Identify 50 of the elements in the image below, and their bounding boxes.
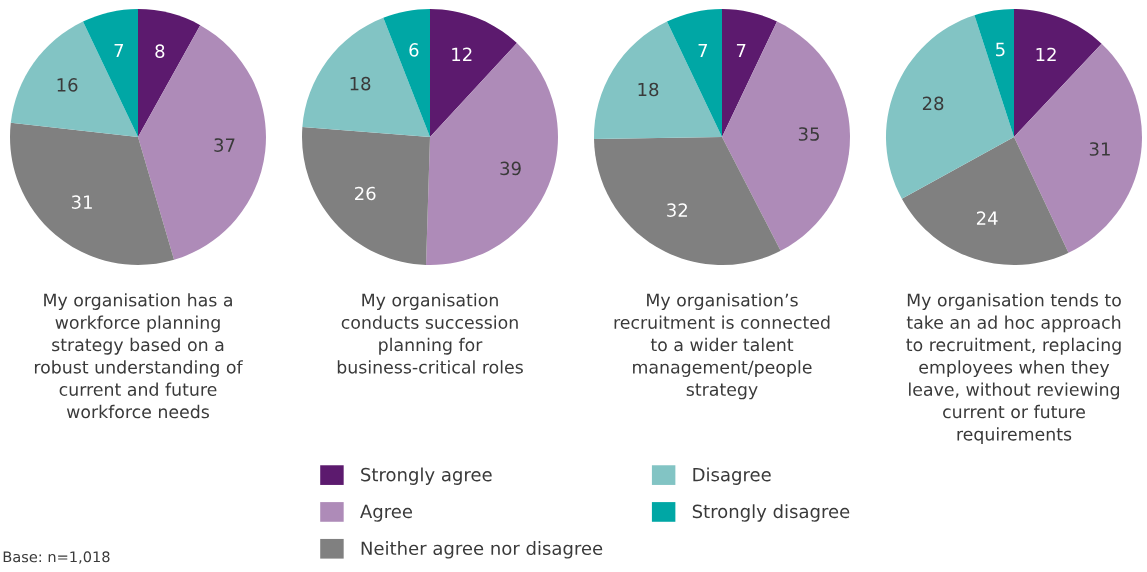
- pie-slice: [974, 9, 1014, 137]
- legend-label: Strongly agree: [361, 467, 492, 485]
- pie-slice: [383, 9, 430, 137]
- data-label: 37: [214, 138, 235, 152]
- data-label: 5: [996, 42, 1005, 57]
- text: My organisation’s recruitment is connected to a wider talent management/people strategy: [614, 293, 830, 400]
- data-label: 31: [1089, 142, 1110, 156]
- pie-slice: [82, 9, 138, 137]
- pie-slice: [302, 17, 430, 137]
- pie-slice: [302, 127, 430, 265]
- pie-slice: [722, 21, 850, 251]
- pie-slice: [1014, 43, 1142, 253]
- data-label: 39: [500, 161, 521, 176]
- pie-slice: [138, 9, 201, 137]
- legend-label: Neither agree nor disagree: [361, 541, 603, 559]
- data-label: 24: [976, 211, 998, 225]
- pie-slice: [426, 43, 558, 265]
- pie-slice: [10, 21, 138, 137]
- data-label: 8: [155, 44, 165, 58]
- legend-label: Disagree: [693, 467, 771, 485]
- text: My organisation conducts succession planning for business-critical roles: [337, 293, 523, 374]
- data-label: 12: [1036, 47, 1056, 62]
- pie-slice: [10, 122, 175, 265]
- data-label: 7: [114, 43, 124, 58]
- legend-label: Agree: [360, 504, 413, 522]
- pie-slice: [430, 9, 517, 137]
- data-label: 7: [698, 43, 708, 58]
- text: My organisation has a workforce planning strategy based on a robust understanding of current and future workforce needs: [34, 293, 243, 419]
- data-label: 35: [798, 127, 819, 141]
- data-label: 12: [452, 47, 472, 61]
- pie-slice: [138, 25, 266, 260]
- data-label: 6: [409, 43, 419, 57]
- data-label: 28: [922, 96, 944, 111]
- pie-slice: [666, 9, 722, 137]
- data-label: 32: [667, 203, 687, 217]
- data-label: 18: [350, 76, 371, 91]
- text: My organisation tends to take an ad hoc approach to recruitment, replacing employees when they leave, without reviewing current or future requirements: [906, 293, 1121, 445]
- pie-slice: [722, 9, 778, 137]
- pie-slice: [594, 21, 722, 140]
- legend-label: Strongly disagree: [692, 504, 850, 522]
- pie-slice: [901, 137, 1069, 265]
- data-label: 26: [355, 186, 376, 201]
- data-label: 18: [638, 82, 659, 97]
- pie-slice: [594, 137, 781, 265]
- pie-slice: [1014, 9, 1102, 137]
- pie-slice: [886, 15, 1014, 199]
- text: Base: n=1,018: [3, 551, 110, 564]
- data-label: 31: [71, 195, 92, 209]
- data-label: 7: [736, 43, 746, 58]
- data-label: 16: [57, 78, 78, 92]
